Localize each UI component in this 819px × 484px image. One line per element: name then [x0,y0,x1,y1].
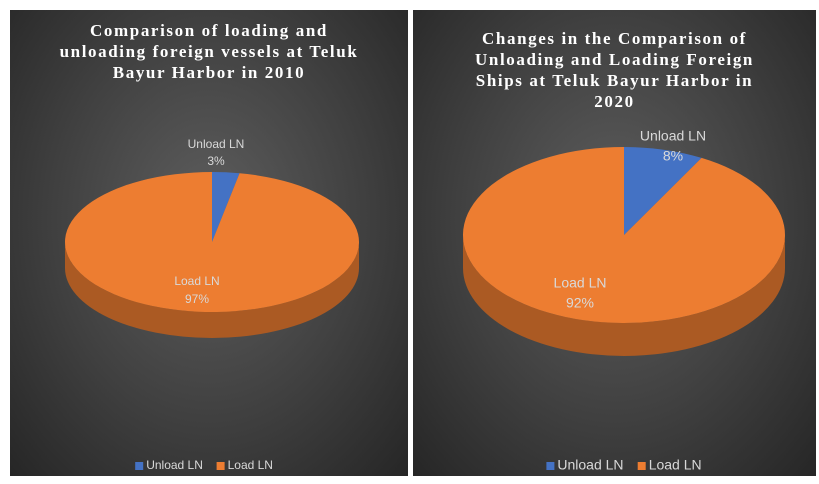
legend-swatch [216,462,225,470]
legend-label: Unload LN [146,458,203,472]
legend-swatch [637,462,646,470]
pie-slice [212,172,240,242]
data-label-category: Load LN [554,275,607,291]
chart-title: Changes in the Comparison of Unloading a… [475,29,754,111]
legend-label: Unload LN [557,457,623,473]
legend-label: Load LN [228,458,273,472]
pie-slice-side [463,235,785,356]
chart: Unload LN 3% Load LN 97% Unload LN Load LN [65,137,360,472]
data-label-category: Unload LN [188,137,245,151]
chart-panel: Changes in the Comparison of Unloading a… [413,10,816,476]
chart: Unload LN 8% Load LN 92% Unload LN Load LN [462,128,785,473]
data-label-category: Unload LN [640,128,706,144]
legend-swatch [135,462,144,470]
legend-swatch [546,462,555,470]
pie-slice-side [65,242,359,338]
data-label-value: 8% [663,148,683,164]
data-label-value: 3% [207,154,225,168]
chart-panel: Comparison of loading and unloading fore… [10,10,408,476]
data-label-value: 97% [185,292,209,306]
chart-title: Comparison of loading and unloading fore… [59,21,359,82]
data-label-category: Load LN [174,274,219,288]
pie-slice [462,147,785,323]
pie-slice [624,147,702,235]
pie-slice [65,172,360,313]
legend-label: Load LN [649,457,702,473]
data-label-value: 92% [566,295,594,311]
